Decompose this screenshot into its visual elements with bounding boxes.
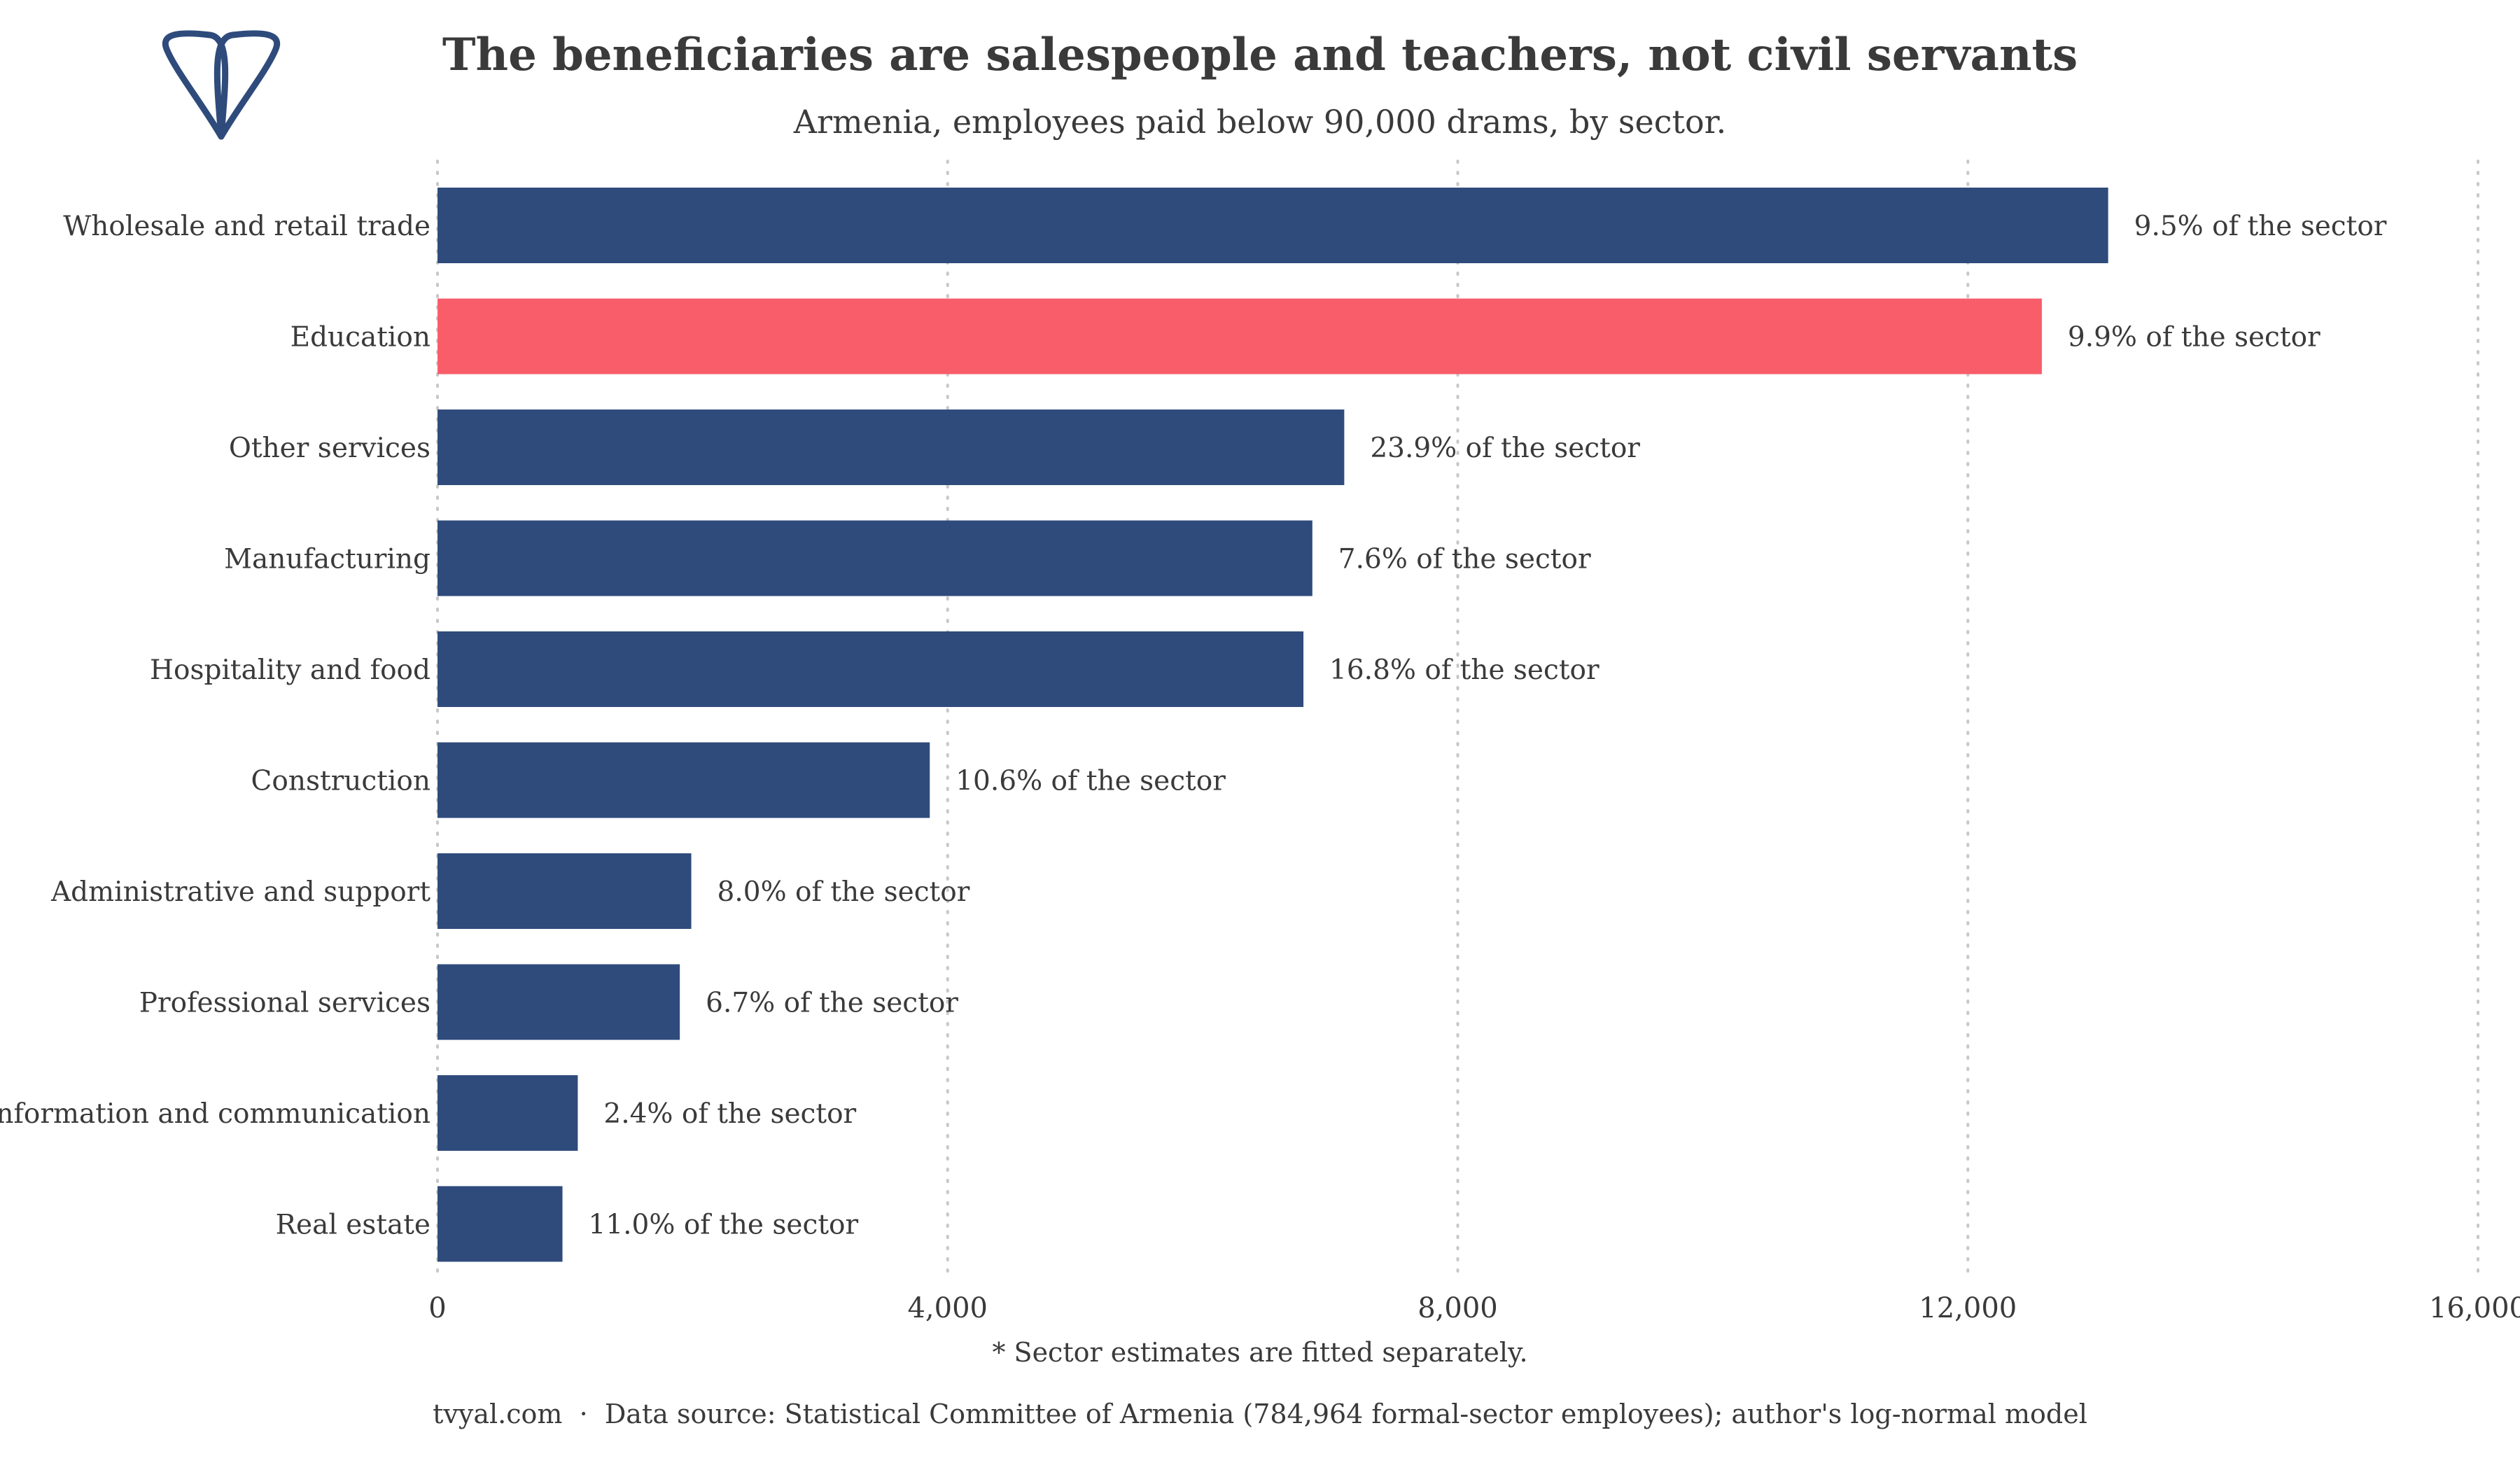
value-label: 23.9% of the sector [1370,433,1640,464]
bar [438,188,2108,263]
category-label: Professional services [139,988,430,1019]
category-label: Education [290,322,430,354]
footnote: * Sector estimates are fitted separately… [992,1337,1527,1368]
value-label: 9.5% of the sector [2134,211,2387,242]
bar [438,1075,578,1151]
bar [438,742,930,818]
value-label: 6.7% of the sector [706,988,958,1019]
category-labels: Wholesale and retail trade Education Other… [0,211,430,1241]
bar [438,410,1345,485]
x-tick-label: 16,000 [2429,1292,2520,1324]
source-line: tvyal.com · Data source: Statistical Com… [433,1399,2087,1429]
x-tick-label: 8,000 [1418,1292,1498,1324]
x-tick-label: 0 [428,1292,446,1324]
tvyal-logo-icon [162,30,281,140]
value-label: 8.0% of the sector [718,876,970,908]
category-label: Wholesale and retail trade [63,211,430,242]
value-label: 7.6% of the sector [1338,544,1591,575]
category-label: Other services [229,433,430,464]
chart-title: The beneficiaries are salespeople and te… [442,29,2078,81]
category-label: Construction [251,766,430,797]
bar [438,1186,563,1262]
category-label: Hospitality and food [150,654,430,686]
value-label: 2.4% of the sector [603,1098,856,1130]
x-tick-label: 12,000 [1919,1292,2017,1324]
value-label: 16.8% of the sector [1329,654,1600,686]
bars [438,188,2108,1262]
value-label: 9.9% of the sector [2068,322,2320,354]
bar [438,853,692,929]
category-label: Administrative and support [50,876,430,908]
value-label: 11.0% of the sector [589,1210,859,1241]
bar [438,964,680,1040]
bar [438,631,1304,707]
chart-subtitle: Armenia, employees paid below 90,000 dra… [793,103,1726,141]
category-label: Information and communication [0,1098,430,1130]
bar [438,298,2042,374]
bar [438,520,1312,596]
category-label: Manufacturing [224,544,430,575]
value-labels: 9.5% of the sector 9.9% of the sector 23.9… [589,211,2387,1241]
x-axis-ticks: 0 4,000 8,000 12,000 16,000 [428,1292,2520,1324]
value-label: 10.6% of the sector [955,766,1226,797]
category-label: Real estate [276,1210,430,1241]
x-tick-label: 4,000 [907,1292,988,1324]
